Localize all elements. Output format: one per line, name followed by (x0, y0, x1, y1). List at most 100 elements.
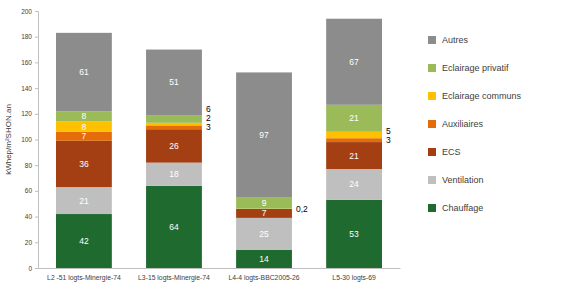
data-labels: 4221367886164182632651142570,29975324213… (79, 57, 391, 264)
legend-label: Eclairage communs (442, 91, 522, 101)
legend-swatch (428, 148, 436, 156)
bar-segment (326, 142, 382, 169)
x-tick-label: L2 -51 logts-Minergie-74 (47, 274, 121, 282)
legend-swatch (428, 36, 436, 44)
x-tick-label: L5-30 logts-69 (332, 274, 376, 282)
legend-label: Auxiliaires (442, 119, 484, 129)
x-tick: L4-4 logts-BBC2005-26 (229, 268, 300, 282)
legend-label: ECS (442, 147, 461, 157)
y-tick: 120 (21, 110, 38, 117)
data-label: 36 (79, 159, 89, 169)
legend-swatch (428, 92, 436, 100)
data-label: 6 (206, 104, 211, 114)
y-tick-mark (35, 11, 38, 12)
y-tick: 80 (25, 162, 38, 169)
x-axis: L2 -51 logts-Minergie-74 L3-15 logts-Mine… (39, 268, 401, 282)
bar-segment (56, 33, 112, 111)
y-axis: 020406080100120140160180200 (21, 8, 38, 272)
bar-segment (146, 163, 202, 186)
legend: AutresEclairage privatifEclairage commun… (428, 35, 522, 213)
bar-segment (326, 105, 382, 132)
bar-segment (56, 214, 112, 268)
data-label: 9 (262, 198, 267, 208)
data-label: 24 (349, 179, 359, 189)
data-label: 3 (206, 122, 211, 132)
y-tick-mark (35, 88, 38, 89)
legend-label: Autres (442, 35, 469, 45)
legend-swatch (428, 176, 436, 184)
bar-segment (146, 50, 202, 116)
x-tick-label: L4-4 logts-BBC2005-26 (229, 274, 300, 282)
y-tick-label: 0 (28, 265, 32, 272)
bar-segment (56, 132, 112, 141)
x-tick: L3-15 logts-Minergie-74 (138, 268, 210, 282)
chart: 020406080100120140160180200L2 -51 logts-… (0, 0, 582, 298)
x-tick: L2 -51 logts-Minergie-74 (47, 268, 121, 282)
data-label: 7 (262, 208, 267, 218)
x-tick-label: L3-15 logts-Minergie-74 (138, 274, 210, 282)
bar-segment (236, 209, 292, 218)
bar-segment (326, 138, 382, 142)
y-tick-label: 80 (25, 162, 33, 169)
y-tick: 200 (21, 8, 38, 15)
legend-swatch (428, 204, 436, 212)
bar-segment (146, 186, 202, 268)
data-label: 0,2 (296, 204, 308, 214)
y-tick-label: 200 (21, 8, 32, 15)
y-tick: 140 (21, 85, 38, 92)
y-tick-mark (35, 191, 38, 192)
bar-segment (326, 19, 382, 105)
y-tick-label: 60 (25, 187, 33, 194)
data-label: 67 (349, 57, 359, 67)
bar-segment (236, 250, 292, 268)
y-tick: 60 (25, 187, 38, 194)
legend-label: Ventilation (442, 175, 484, 185)
y-tick-mark (35, 242, 38, 243)
bar-segment (56, 187, 112, 214)
data-label: 26 (169, 141, 179, 151)
data-label: 53 (349, 229, 359, 239)
x-axis-line (39, 268, 401, 269)
data-label: 8 (82, 122, 87, 132)
data-label: 51 (169, 77, 179, 87)
data-label: 21 (79, 196, 89, 206)
bar-segment (326, 169, 382, 200)
data-label: 64 (169, 222, 179, 232)
y-tick-label: 180 (21, 33, 32, 40)
data-label: 25 (259, 229, 269, 239)
bar-segment (236, 218, 292, 250)
y-tick: 160 (21, 59, 38, 66)
x-tick: L5-30 logts-69 (332, 268, 376, 282)
y-tick-mark (35, 37, 38, 38)
y-tick: 180 (21, 33, 38, 40)
y-tick-mark (35, 140, 38, 141)
y-tick-label: 120 (21, 110, 32, 117)
y-tick-label: 140 (21, 85, 32, 92)
y-axis-line (35, 12, 39, 269)
data-label: 21 (349, 113, 359, 123)
data-label: 5 (386, 126, 391, 136)
data-label: 2 (206, 113, 211, 123)
data-label: 18 (169, 169, 179, 179)
data-label: 61 (79, 67, 89, 77)
y-tick-mark (35, 268, 38, 269)
bar-segment (236, 72, 292, 197)
bar-segment (236, 197, 292, 209)
y-tick-label: 40 (25, 213, 33, 220)
bar-segment (146, 115, 202, 123)
data-label: 3 (386, 135, 391, 145)
bar-segment (146, 129, 202, 162)
data-label: 42 (79, 236, 89, 246)
bars (56, 19, 382, 268)
data-label: 7 (82, 131, 87, 141)
y-tick-label: 20 (25, 239, 33, 246)
bar-segment (326, 200, 382, 268)
legend-swatch (428, 64, 436, 72)
data-label: 21 (349, 151, 359, 161)
legend-label: Chauffage (442, 203, 483, 213)
data-label: 97 (259, 130, 269, 140)
y-tick-mark (35, 114, 38, 115)
data-label: 14 (259, 254, 269, 264)
data-label: 8 (82, 111, 87, 121)
bar-segment (146, 125, 202, 129)
